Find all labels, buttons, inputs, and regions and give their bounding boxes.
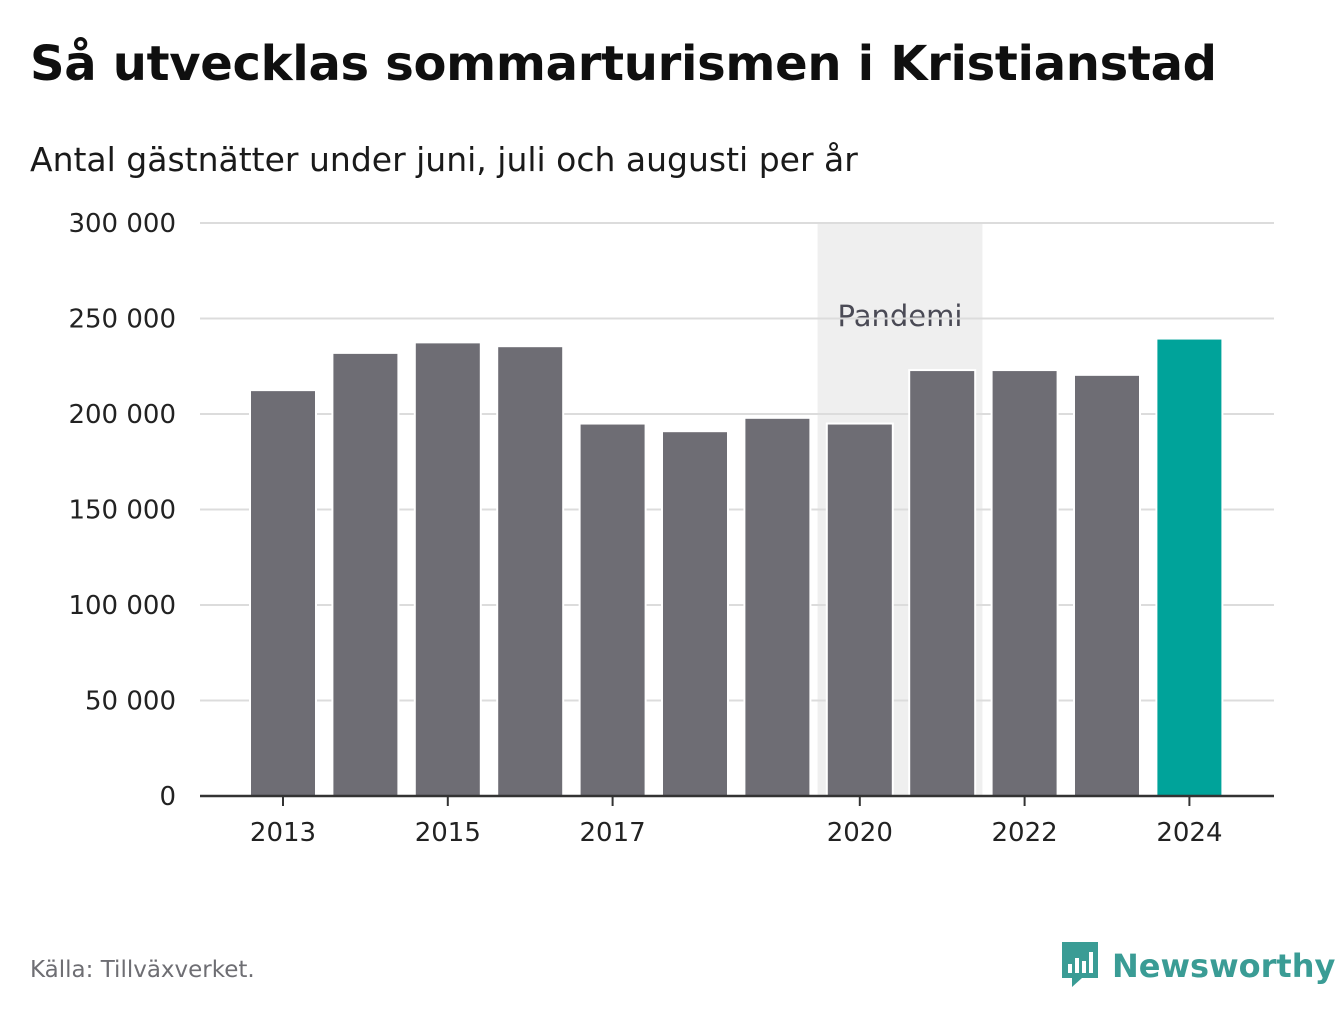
y-tick-label: 200 000 xyxy=(68,400,176,430)
y-tick-label: 100 000 xyxy=(68,591,176,621)
bar-2017 xyxy=(578,422,647,797)
chart-title: Så utvecklas sommarturismen i Kristianst… xyxy=(30,36,1217,92)
source-note: Källa: Tillväxverket. xyxy=(30,957,255,983)
x-tick-label: 2024 xyxy=(1156,818,1222,848)
bar-chart: Pandemi 0 50 000 100 000 150 000 200 000 250 0… xyxy=(68,209,1274,848)
pandemic-label: Pandemi xyxy=(838,299,963,333)
bar-2014 xyxy=(331,351,400,797)
x-tick-label: 2017 xyxy=(580,818,646,848)
brand-logo[interactable]: Newsworthy xyxy=(1060,940,1335,992)
bar-2021 xyxy=(908,369,977,797)
bar-2022 xyxy=(990,369,1059,797)
newsworthy-logo-icon xyxy=(1060,940,1100,992)
y-tick-label: 300 000 xyxy=(68,209,176,239)
chart-subtitle: Antal gästnätter under juni, juli och au… xyxy=(30,140,858,179)
bar-2019 xyxy=(743,416,812,797)
bar-2016 xyxy=(496,345,565,797)
bar-2015 xyxy=(413,341,482,797)
x-tick-label: 2022 xyxy=(992,818,1058,848)
x-tick-label: 2020 xyxy=(827,818,893,848)
y-tick-label: 150 000 xyxy=(68,496,176,526)
x-tick-label: 2013 xyxy=(250,818,316,848)
y-tick-label: 50 000 xyxy=(85,687,176,717)
bar-2024 xyxy=(1155,337,1224,797)
brand-name: Newsworthy xyxy=(1112,947,1336,985)
bar-2023 xyxy=(1073,373,1141,797)
bar-2013 xyxy=(249,389,317,797)
y-tick-label: 0 xyxy=(159,782,176,812)
bar-2020 xyxy=(825,422,894,797)
x-tick-label: 2015 xyxy=(415,818,481,848)
bar-2018 xyxy=(661,430,729,797)
y-tick-label: 250 000 xyxy=(68,305,176,335)
